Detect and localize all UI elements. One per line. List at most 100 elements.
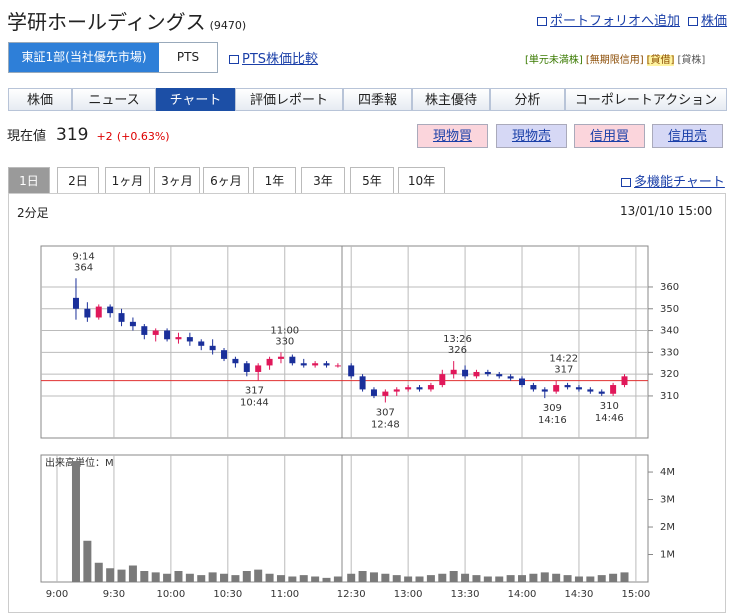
volume-bar [333,576,342,582]
quote-change: +2 [96,130,113,143]
volume-bar [483,576,492,582]
volume-bar [163,573,172,582]
period-tab[interactable]: 6ヶ月 [203,167,249,193]
volume-bar [311,576,320,582]
candle-body [530,385,537,390]
order-button[interactable]: 現物売 [496,124,567,148]
volume-bar [128,565,137,582]
volume-bar [472,575,481,582]
period-tab[interactable]: 3ヶ月 [154,167,200,193]
annotation-price: 330 [275,336,294,347]
candle-body [621,376,628,386]
candle-body [564,385,571,388]
volume-bar [276,575,285,582]
tab[interactable]: 株主優待 [412,88,490,111]
candle-body [450,369,457,375]
candle-body [198,341,205,346]
candle-body [72,297,79,309]
chart-timestamp: 13/01/10 15:00 [620,204,713,218]
volume-bar [185,573,194,582]
volume-bar [140,571,149,582]
tab[interactable]: ニュース [72,88,156,111]
multi-chart: 多機能チャート [621,171,725,190]
x-tick-label: 15:00 [621,589,650,600]
period-tab[interactable]: 3年 [301,167,345,193]
y-tick-label: 360 [660,282,679,293]
volume-bar [174,571,183,582]
x-tick-label: 14:00 [508,589,537,600]
annotation-price: 309 [543,403,562,414]
candle-body [186,337,193,342]
volume-bar [83,540,92,582]
tab[interactable]: 評価レポート [235,88,343,111]
market-option[interactable]: 東証1部(当社優先市場) [9,43,159,72]
annotation-price: 317 [554,365,573,376]
volume-bar [426,575,435,582]
volume-bar [265,573,274,582]
candle-body [587,389,594,392]
tab[interactable]: 分析 [490,88,565,111]
annotation-price: 310 [600,401,619,412]
x-tick-label: 9:30 [103,589,125,600]
volume-bar [438,573,447,582]
candle-body [232,358,239,364]
period-tab[interactable]: 1年 [253,167,296,193]
x-tick-label: 14:30 [565,589,594,600]
period-tab[interactable]: 5年 [350,167,394,193]
order-button[interactable]: 信用買 [574,124,645,148]
multi-chart-link[interactable]: 多機能チャート [634,175,725,190]
volume-bar [392,575,401,582]
volume-bar [552,573,561,582]
volume-bar [574,576,583,582]
volume-bar [220,573,229,582]
quote-change-pct: (+0.63%) [116,130,170,143]
tab[interactable]: コーポレートアクション [565,88,727,111]
order-button[interactable]: 信用売 [652,124,723,148]
period-tab[interactable]: 10年 [398,167,445,193]
candle-body [129,321,136,327]
market-option[interactable]: PTS [176,50,200,64]
annotation-time: 9:14 [72,251,94,262]
period-tab[interactable]: 1ヶ月 [105,167,150,193]
portfolio-link[interactable]: ポートフォリオへ追加 [550,14,681,29]
company-name: 学研ホールディングス [7,10,206,34]
annotation-price: 326 [448,345,467,356]
volume-bar [197,575,206,582]
tab[interactable]: チャート [156,88,235,111]
quote: 現在値 319 +2 (+0.63%) [7,125,170,145]
candle-body [462,369,469,377]
annotation-time: 14:16 [538,415,567,426]
tab[interactable]: 四季報 [343,88,412,111]
candle-body [553,385,560,392]
y-tick-label: 4M [660,467,675,478]
volume-bar [540,572,549,582]
order-button[interactable]: 現物買 [417,124,488,148]
candle-body [496,374,503,377]
quote-label: 現在値 [7,129,47,144]
candle-body [266,358,273,366]
tag: [無期限信用] [585,55,644,66]
volume-panel [40,454,649,583]
candle-body [370,389,377,396]
candle-body [323,363,330,366]
volume-bar [254,569,263,582]
x-tick-label: 13:30 [451,589,480,600]
price-link[interactable]: 株価 [701,14,728,29]
candle-body [359,376,366,390]
candle-body [175,337,182,340]
period-tab[interactable]: 1日 [8,167,50,193]
y-tick-label: 3M [660,495,675,506]
volume-bar [620,572,629,582]
tags: [単元未満株] [無期限信用] [貸借] [貸株] [522,51,705,66]
candle-body [107,306,114,314]
candle-body [312,363,319,366]
annotation-time: 11:00 [270,325,299,336]
tab[interactable]: 株価 [8,88,72,111]
price-panel [40,245,649,439]
pts-compare-link[interactable]: PTS株価比較 [242,52,319,67]
annotation-time: 13:26 [443,334,472,345]
candle-body [334,365,341,367]
period-tab[interactable]: 2日 [57,167,99,193]
volume-bar [71,461,80,582]
candle-body [416,387,423,390]
